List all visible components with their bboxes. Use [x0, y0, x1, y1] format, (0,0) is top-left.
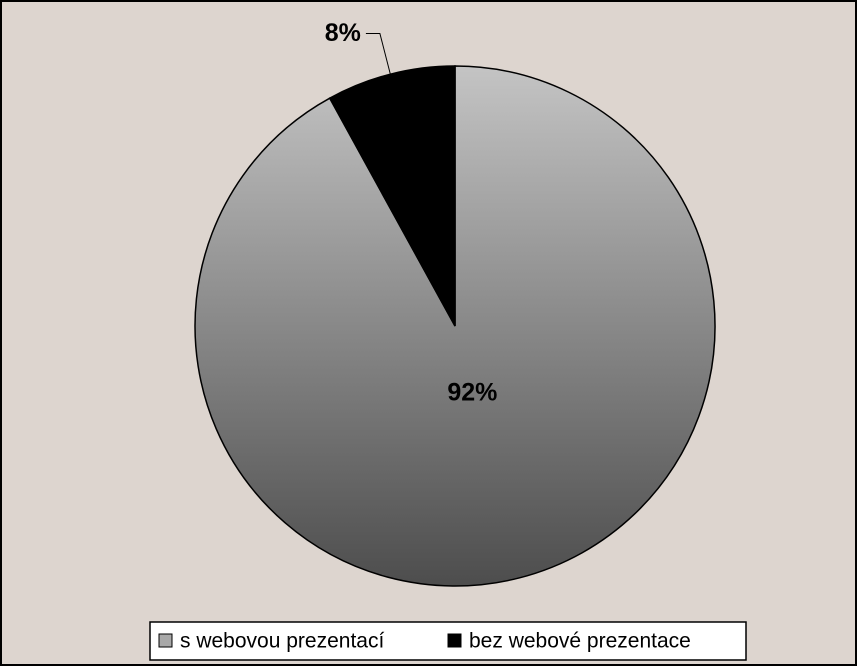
data-label: 92% — [447, 378, 497, 406]
legend-swatch — [447, 633, 462, 648]
leader-line — [365, 32, 392, 77]
legend-label: s webovou prezentací — [180, 630, 384, 653]
pie: 92% 8% — [194, 19, 716, 587]
legend: s webovou prezentací bez webové prezentac… — [158, 630, 691, 653]
legend-label: bez webové prezentace — [469, 630, 691, 653]
data-label: 8% — [325, 19, 361, 47]
legend-swatch — [158, 633, 173, 648]
